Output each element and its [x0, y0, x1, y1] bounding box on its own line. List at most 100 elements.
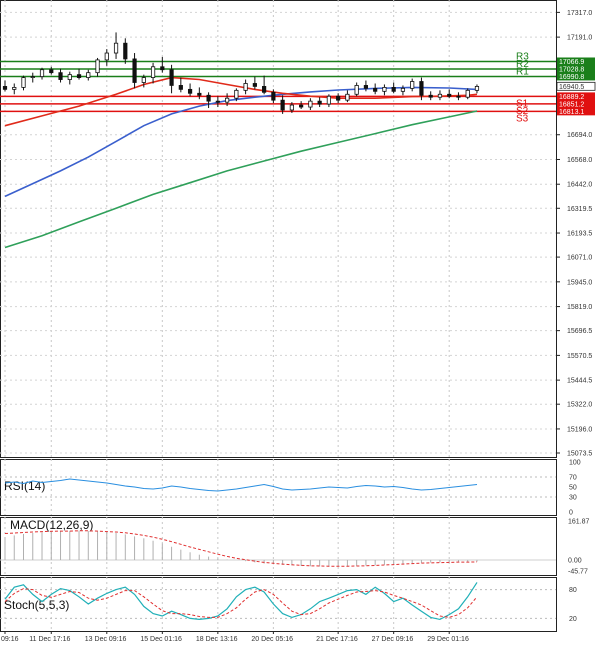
candle	[187, 83, 193, 97]
candle	[428, 91, 433, 101]
candle-body	[225, 97, 230, 103]
candle	[308, 98, 313, 110]
candle	[354, 82, 359, 97]
candle-body	[76, 74, 82, 78]
candle	[225, 93, 230, 107]
price-tick-label: 16193.5	[567, 231, 592, 238]
candle-body	[465, 89, 470, 98]
candle-body	[317, 100, 322, 105]
candle	[243, 79, 248, 95]
candle-body	[58, 72, 63, 80]
stoch-tick-label: 20	[569, 616, 577, 623]
candle	[160, 56, 165, 73]
moving-averages	[4, 76, 478, 249]
candle-body	[206, 94, 211, 102]
candle-body	[428, 94, 433, 98]
candle	[299, 101, 304, 110]
stoch-label: Stoch(5,5,3)	[4, 598, 69, 612]
time-tick-label: 13 Dec 09:16	[85, 636, 127, 643]
panel-frames	[0, 0, 557, 632]
panel-frame	[0, 517, 557, 576]
level-price-tag-label: 17028.8	[559, 66, 584, 73]
level-label-r3: R3	[516, 51, 529, 62]
level-price-tag	[557, 99, 595, 108]
panel-frame	[0, 459, 557, 516]
candle	[215, 96, 220, 108]
candle	[169, 64, 174, 94]
candle	[21, 75, 26, 91]
candle	[317, 97, 322, 108]
price-tick-label: 16442.0	[567, 182, 592, 189]
ma-line-red	[4, 76, 478, 127]
candle	[345, 90, 350, 103]
current-price-label: 16940.5	[559, 84, 584, 91]
candle	[382, 84, 387, 96]
price-tick-label: 17317.0	[567, 10, 592, 17]
candle	[58, 68, 63, 83]
price-tick-label: 17191.0	[567, 35, 592, 42]
macd-panel: MACD(12,26,9) 161.87 0.00 -45.77	[0, 518, 590, 576]
candle	[150, 62, 156, 84]
level-price-tag	[557, 57, 595, 66]
candle	[474, 84, 480, 94]
price-tick-label: 16319.5	[567, 206, 592, 213]
price-tick-label: 15945.0	[567, 279, 592, 286]
candle-body	[178, 85, 183, 90]
price-tick-label: 15444.5	[567, 378, 592, 385]
time-tick-label: 15 Dec 01:16	[140, 636, 182, 643]
price-axis: 17317.0 17191.0 16694.0 16568.0 16442.0 16319…	[556, 10, 592, 458]
level-label-r2: R2	[516, 59, 529, 70]
panel-frame	[0, 577, 557, 632]
level-price-tag	[557, 64, 595, 73]
candle-body	[21, 77, 26, 88]
candle-body	[456, 95, 461, 98]
time-tick-label: 27 Dec 09:16	[372, 636, 414, 643]
candle-body	[187, 88, 193, 94]
candle-body	[262, 86, 267, 93]
level-label-s3: S3	[516, 113, 529, 124]
candle	[373, 83, 378, 95]
candle	[419, 77, 424, 101]
rsi-tick-label: 50	[569, 485, 577, 492]
candle-body	[373, 87, 378, 92]
candle-body	[391, 86, 396, 92]
rsi-tick-label: 0	[569, 510, 573, 517]
candle	[86, 69, 91, 81]
candle	[141, 74, 146, 88]
candle-body	[215, 100, 220, 103]
candle	[410, 78, 415, 92]
candle-body	[410, 81, 415, 89]
candle	[447, 89, 452, 99]
level-price-tag-label: 16813.1	[559, 109, 584, 116]
candle	[197, 87, 202, 100]
candle	[30, 72, 35, 83]
rsi-panel: RSI(14) 100 70 50 30 0	[0, 460, 581, 517]
candle	[262, 75, 267, 95]
candle-body	[67, 74, 72, 80]
rsi-label: RSI(14)	[4, 479, 45, 493]
stoch-tick-label: 80	[569, 587, 577, 594]
candle-body	[132, 58, 137, 83]
candle	[271, 89, 276, 104]
candle-body	[437, 93, 443, 98]
price-tick-label: 15696.5	[567, 328, 592, 335]
level-price-tag	[557, 72, 595, 81]
candle-body	[419, 81, 424, 96]
candle	[437, 90, 443, 101]
candle	[234, 88, 239, 102]
macd-tick-label: 161.87	[568, 519, 590, 526]
candle	[132, 53, 137, 89]
stoch-d-line	[4, 588, 478, 618]
stoch-k-line	[4, 582, 478, 621]
candle	[178, 77, 183, 93]
candle	[123, 38, 128, 64]
stoch-panel: Stoch(5,5,3) 80 20	[0, 582, 577, 623]
rsi-line	[4, 478, 478, 492]
price-tick-label: 15322.0	[567, 402, 592, 409]
price-tick-label: 16071.0	[567, 255, 592, 262]
rsi-tick-label: 70	[569, 475, 577, 482]
candle	[206, 92, 211, 109]
price-tick-label: 15196.0	[567, 426, 592, 433]
